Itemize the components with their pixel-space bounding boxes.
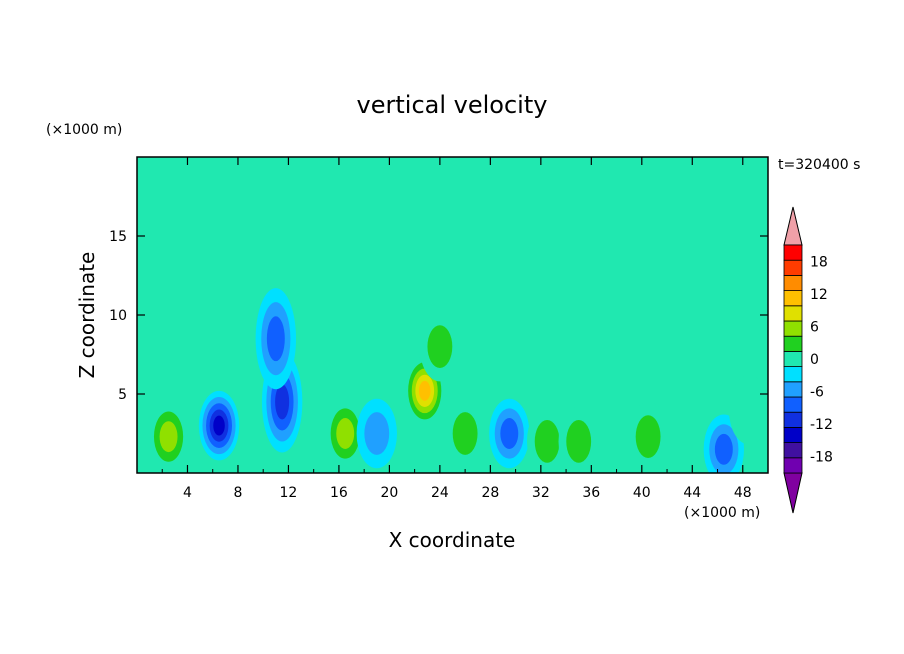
- field-feature: [419, 311, 461, 382]
- field-features: [148, 288, 768, 473]
- field-feature: [627, 401, 669, 472]
- field-feature: [444, 398, 486, 469]
- x-tick-label: 24: [431, 485, 449, 501]
- x-axis-title: X coordinate: [389, 528, 516, 552]
- x-tick-label: 28: [481, 485, 499, 501]
- field-contour: [714, 433, 733, 465]
- field-contour: [728, 375, 768, 445]
- field-feature: [703, 414, 745, 473]
- field-contour: [566, 420, 592, 463]
- y-axis: 5 10 15: [109, 229, 768, 403]
- colorbar-segment: [783, 274, 803, 291]
- chart-title: vertical velocity: [357, 91, 548, 119]
- colorbar-segment: [783, 411, 803, 428]
- y-tick-label: 10: [109, 308, 127, 324]
- colorbar-tick-label: 0: [810, 352, 819, 368]
- x-tick-label: 4: [183, 485, 192, 501]
- field-contour: [266, 316, 285, 362]
- field-feature: [728, 375, 768, 445]
- field-contour: [213, 415, 225, 436]
- x-tick-label: 40: [633, 485, 651, 501]
- colorbar-segment: [783, 457, 803, 474]
- colorbar-segment: [783, 244, 803, 261]
- field-feature: [489, 398, 530, 469]
- x-tick-label: 16: [330, 485, 348, 501]
- y-tick-label: 15: [109, 229, 127, 245]
- field-feature: [255, 288, 297, 390]
- field-contour: [159, 421, 178, 453]
- colorbar-segment: [783, 350, 803, 367]
- field-layer: [137, 157, 768, 473]
- y-axis-unit: (×1000 m): [46, 122, 122, 138]
- x-tick-label: 32: [532, 485, 550, 501]
- colorbar-segment: [783, 305, 803, 322]
- colorbar-tick-label: 18: [810, 254, 828, 270]
- y-axis-title: Z coordinate: [75, 252, 99, 379]
- colorbar-tick-label: -6: [810, 385, 824, 401]
- colorbar-segment: [783, 259, 803, 276]
- y-tick-label: 5: [118, 387, 127, 403]
- field-feature: [198, 390, 240, 461]
- field-contour: [275, 384, 290, 420]
- colorbar-tick-label: -12: [810, 417, 833, 433]
- colorbar-segment: [783, 442, 803, 459]
- colorbar-segment: [783, 396, 803, 413]
- x-tick-label: 36: [582, 485, 600, 501]
- field-feature: [526, 406, 568, 473]
- field-feature: [325, 398, 366, 469]
- colorbar-tick-label: 12: [810, 287, 828, 303]
- colorbar-over-arrow: [783, 206, 803, 246]
- x-axis: 4 8 12 16 20 24 28 32 36 40 44 48: [161, 157, 752, 501]
- time-label: t=320400 s: [778, 157, 860, 173]
- colorbar-segment: [783, 426, 803, 443]
- colorbar-tick-label: -18: [810, 450, 833, 466]
- colorbar-segment: [783, 335, 803, 352]
- field-contour: [452, 412, 478, 455]
- colorbar-segment: [783, 320, 803, 337]
- colorbar-segment: [783, 381, 803, 398]
- colorbar-segment: [783, 366, 803, 383]
- field-contour: [635, 415, 661, 459]
- x-tick-label: 12: [280, 485, 298, 501]
- colorbar: 18 12 6 0 -6 -12 -18: [783, 206, 833, 514]
- field-feature: [404, 356, 445, 426]
- field-contour: [500, 418, 519, 449]
- field-contour: [336, 418, 355, 449]
- field-contour: [427, 325, 453, 368]
- colorbar-tick-label: 6: [810, 319, 819, 335]
- colorbar-segment: [783, 290, 803, 307]
- x-tick-label: 20: [380, 485, 398, 501]
- x-tick-label: 44: [683, 485, 701, 501]
- field-feature: [558, 406, 599, 473]
- field-contour: [418, 380, 431, 401]
- field-feature: [148, 401, 189, 472]
- field-contour: [534, 420, 560, 463]
- field-feature: [356, 398, 397, 469]
- colorbar-under-arrow: [783, 472, 803, 514]
- field-contour: [364, 412, 390, 455]
- x-tick-label: 8: [233, 485, 242, 501]
- x-axis-unit: (×1000 m): [684, 505, 760, 521]
- x-tick-label: 48: [734, 485, 752, 501]
